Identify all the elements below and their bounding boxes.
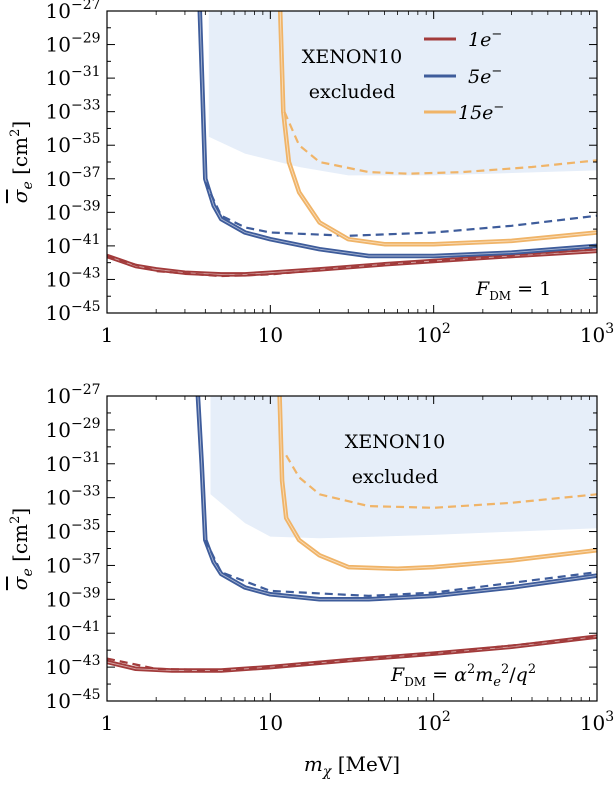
series-line-highlight-5e <box>199 11 597 257</box>
y-tick-label: 10−45 <box>46 299 101 325</box>
y-tick-label: 10−33 <box>46 98 101 124</box>
plot-frame <box>106 10 598 314</box>
x-axis-label: mχ [MeV] <box>304 752 400 780</box>
x-tick-label: 1 <box>101 711 114 735</box>
excluded-region <box>208 11 597 176</box>
annotation-fdm-alpha: FDM = α2me2/q2 <box>390 662 536 690</box>
y-tick-label: 10−27 <box>46 382 101 408</box>
y-tick-label: 10−45 <box>46 687 101 713</box>
x-tick-label: 103 <box>580 709 614 735</box>
series-line-dashed-5e <box>204 539 597 598</box>
series-line-highlight-5e <box>197 396 597 600</box>
series-group <box>107 11 597 278</box>
series-line-dashed-5e <box>204 181 597 237</box>
plot-frame <box>106 395 598 702</box>
series-line-highlight-15e <box>279 396 597 570</box>
y-tick-label: 10−37 <box>46 165 101 191</box>
y-axis-label: σe [cm2] <box>8 121 36 203</box>
x-tick-label: 10 <box>258 323 283 347</box>
x-tick-label: 103 <box>580 321 614 347</box>
x-tick-label: 102 <box>416 709 450 735</box>
annotation-fdm-1: FDM = 1 <box>475 278 551 303</box>
x-tick-label: 102 <box>416 321 450 347</box>
chart-panel-bottom: 1 10 102 103 10−27 10−29 10−31 10−33 10−35 10−37 1… <box>8 382 614 780</box>
y-tick-label: 10−29 <box>46 416 101 442</box>
y-tick-label: 10−33 <box>46 484 101 510</box>
y-axis-label: σe [cm2] <box>8 508 36 590</box>
x-tick-label: 10 <box>258 711 283 735</box>
y-tick-label: 10−35 <box>46 131 101 157</box>
series-line-dashed-1e <box>107 248 597 278</box>
y-tick-label: 10−41 <box>46 232 101 258</box>
series-line-highlight-15e <box>279 11 597 245</box>
excluded-label-line1: XENON10 <box>302 46 402 68</box>
excluded-label-line1: XENON10 <box>345 431 445 453</box>
series-group <box>107 396 597 673</box>
x-tick-label: 1 <box>101 323 114 347</box>
excluded-label-line2: excluded <box>352 466 438 488</box>
y-tick-label: 10−31 <box>46 450 101 476</box>
y-tick-label: 10−29 <box>46 31 101 57</box>
y-tick-label: 10−41 <box>46 619 101 645</box>
series-line-dashed-1e <box>107 635 597 672</box>
y-tick-label: 10−39 <box>46 198 101 224</box>
y-tick-label: 10−37 <box>46 551 101 577</box>
chart-panel-top: 1 10 102 103 10−27 10−29 10−31 10−33 10−35 10−37 1… <box>8 0 614 347</box>
y-tick-label: 10−43 <box>46 265 101 291</box>
y-tick-label: 10−43 <box>46 653 101 679</box>
excluded-label-line2: excluded <box>309 81 395 103</box>
y-tick-label: 10−39 <box>46 585 101 611</box>
series-line-dashed-15e <box>283 111 597 175</box>
y-tick-label: 10−35 <box>46 518 101 544</box>
y-tick-label: 10−27 <box>46 0 101 23</box>
y-tick-label: 10−31 <box>46 64 101 90</box>
